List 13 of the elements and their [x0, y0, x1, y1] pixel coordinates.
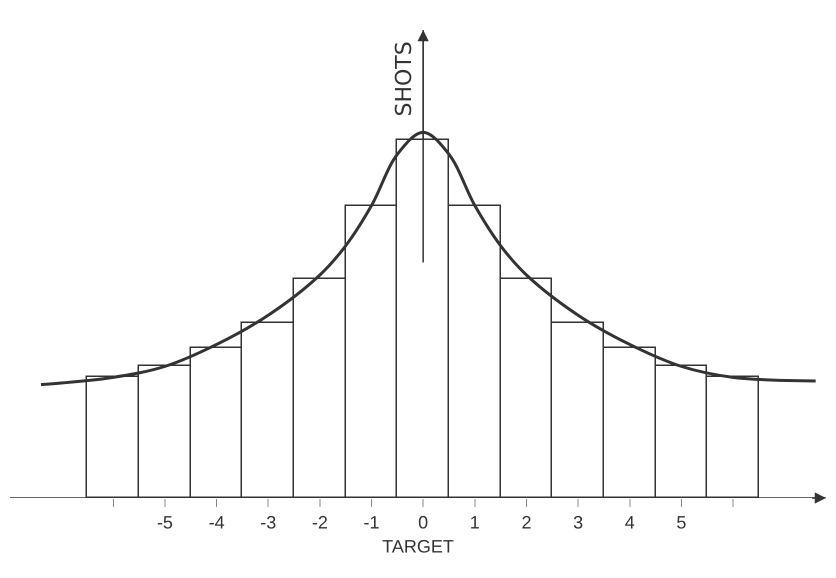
x-tick-label: 1	[470, 512, 480, 533]
x-tick-label: 3	[573, 512, 584, 533]
x-tick-label: 5	[676, 512, 686, 533]
x-tick-label: 2	[521, 512, 532, 533]
x-tick-label: -1	[364, 512, 380, 533]
x-tick-label: -4	[208, 512, 225, 533]
x-axis-title: TARGET	[382, 536, 454, 557]
y-axis-title: SHOTS	[392, 41, 417, 117]
x-tick-label: -5	[156, 512, 173, 533]
x-tick-label: 4	[624, 512, 635, 533]
x-tick-label: -3	[260, 512, 276, 533]
x-tick-label: 0	[418, 512, 428, 533]
x-tick-label: -2	[312, 512, 328, 533]
